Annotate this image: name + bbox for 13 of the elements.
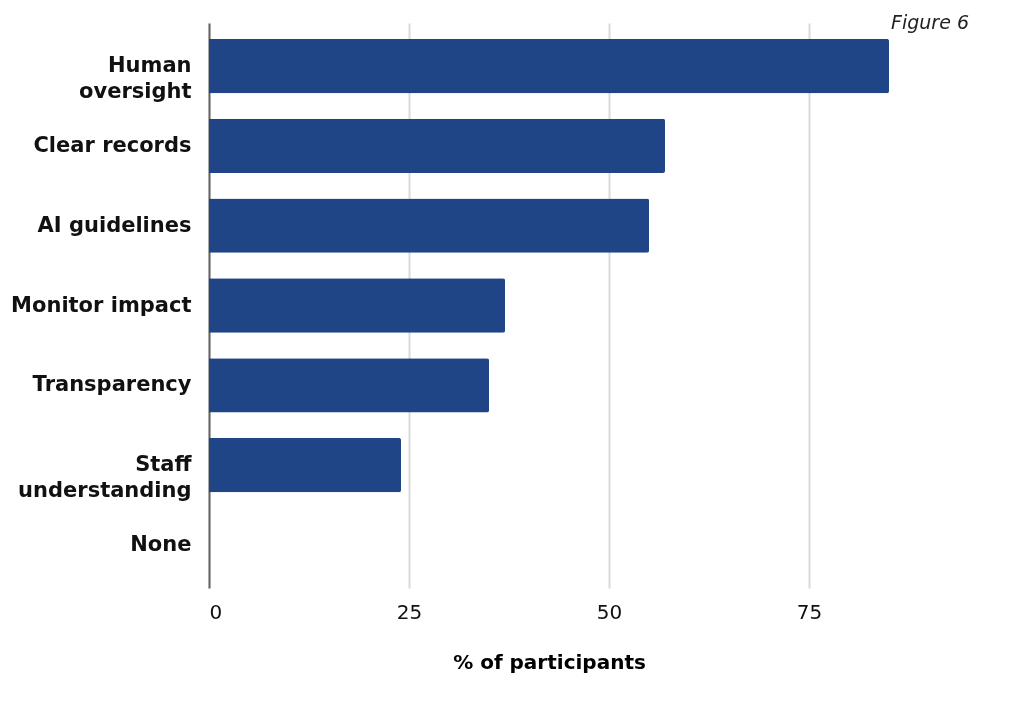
y-tick-label: Transparency: [32, 372, 192, 397]
y-tick-label: Staff understanding: [18, 452, 193, 503]
y-tick-label: None: [130, 531, 192, 556]
y-tick-label: Monitor impact: [11, 292, 192, 317]
caption: Figure 6: [891, 11, 969, 33]
y-tick-label: Human oversight: [79, 53, 192, 104]
x-tick-label: 25: [396, 599, 423, 624]
x-axis-title: % of participants: [453, 649, 646, 674]
x-tick-label: 75: [796, 599, 823, 624]
y-tick-label: Clear records: [33, 132, 192, 157]
y-tick-label: AI guidelines: [37, 212, 192, 237]
x-tick-label: 50: [596, 599, 623, 624]
x-tick-label: 0: [209, 599, 223, 624]
